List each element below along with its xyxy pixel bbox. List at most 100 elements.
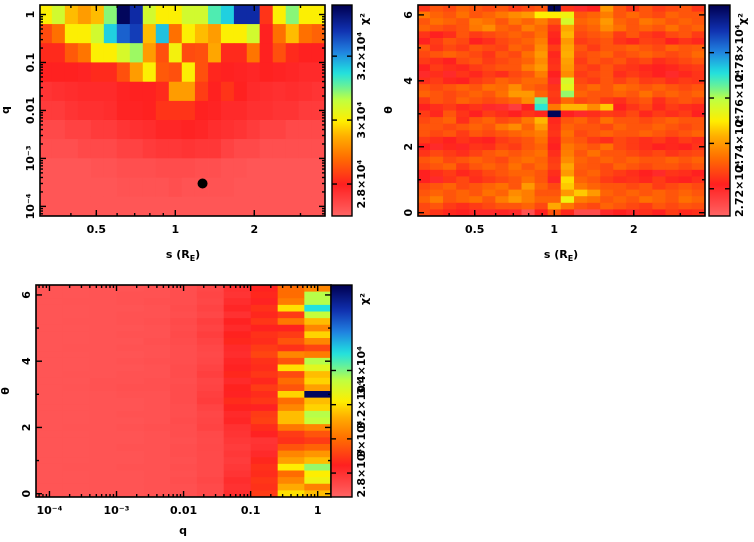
heatmap-cell: [547, 183, 562, 191]
heatmap-cell: [678, 103, 693, 111]
heatmap-cell: [482, 77, 496, 85]
heatmap-cell: [194, 139, 209, 159]
heatmap-cell: [36, 324, 64, 332]
heatmap-cell: [534, 37, 549, 45]
heatmap-cell: [36, 377, 64, 385]
heatmap-cell: [298, 62, 313, 83]
heatmap-cell: [277, 338, 305, 346]
heatmap-cell: [77, 5, 92, 25]
heatmap-cell: [196, 404, 225, 412]
heatmap-cell: [534, 156, 549, 164]
heatmap-cell: [277, 384, 305, 392]
heatmap-cell: [574, 37, 588, 45]
heatmap-cell: [170, 391, 198, 399]
heatmap-cell: [443, 123, 457, 131]
heatmap-cell: [223, 490, 252, 498]
heatmap-cell: [170, 364, 198, 372]
heatmap-cell: [560, 44, 575, 52]
heatmap-cell: [691, 24, 706, 32]
heatmap-cell: [168, 81, 183, 102]
heatmap-cell: [560, 163, 575, 171]
heatmap-cell: [196, 371, 225, 379]
heatmap-cell: [285, 196, 300, 217]
heatmap-cell: [285, 139, 300, 159]
heatmap-cell: [534, 110, 549, 118]
heatmap-cell: [456, 51, 470, 59]
heatmap-cell: [143, 384, 171, 392]
heatmap-cell: [304, 457, 332, 465]
heatmap-cell: [521, 90, 536, 98]
heatmap-cell: [116, 5, 131, 25]
heatmap-cell: [277, 463, 305, 471]
heatmap-cell: [298, 43, 313, 63]
heatmap-cell: [250, 338, 279, 346]
heatmap-cell: [691, 64, 706, 72]
heatmap-cell: [143, 357, 171, 365]
heatmap-cell: [89, 391, 118, 399]
heatmap-cell: [170, 457, 198, 465]
heatmap-cell: [560, 189, 575, 197]
heatmap-cell: [626, 163, 640, 171]
y-axis-label: q: [0, 106, 12, 114]
heatmap-cell: [469, 189, 483, 197]
heatmap-cell: [155, 43, 170, 63]
heatmap-cell: [639, 183, 653, 191]
heatmap-cell: [639, 150, 653, 158]
heatmap-cell: [587, 70, 601, 78]
heatmap-cell: [259, 5, 274, 25]
heatmap-cell: [418, 37, 431, 45]
heatmap-cell: [181, 81, 196, 102]
heatmap-cell: [196, 357, 225, 365]
heatmap-cell: [89, 424, 118, 432]
heatmap-cell: [456, 117, 470, 125]
heatmap-cell: [418, 163, 431, 171]
heatmap-cell: [639, 143, 653, 151]
heatmap-cell: [678, 84, 693, 92]
heatmap-cell: [250, 351, 279, 359]
heatmap-cell: [272, 81, 287, 102]
heatmap-cell: [285, 24, 300, 44]
heatmap-panel-3: 10⁻⁴ 10⁻³ 0.01 0.1 1 0 2 4 6 q θ 2.8×10⁴3×10⁴3.2×10…: [0, 284, 371, 537]
heatmap-cell: [220, 177, 235, 198]
heatmap-cell: [194, 5, 209, 25]
heatmap-cell: [574, 5, 588, 12]
heatmap-cell: [534, 123, 549, 131]
heatmap-cell: [89, 463, 118, 471]
heatmap-cell: [443, 18, 457, 26]
heatmap-cell: [196, 285, 225, 293]
heatmap-cell: [560, 196, 575, 204]
heatmap-cell: [613, 110, 627, 118]
heatmap-cell: [613, 117, 627, 125]
heatmap-cell: [587, 209, 601, 217]
heatmap-cell: [103, 24, 118, 44]
heatmap-cell: [547, 136, 562, 144]
heatmap-cell: [534, 70, 549, 78]
heatmap-cell: [456, 18, 470, 26]
heatmap-cell: [495, 44, 509, 52]
heatmap-cell: [259, 119, 274, 140]
heatmap-cell: [116, 318, 144, 326]
heatmap-cell: [443, 176, 457, 184]
heatmap-cell: [456, 103, 470, 111]
heatmap-cells: [418, 5, 706, 217]
heatmap-cell: [547, 117, 562, 125]
heatmap-cell: [587, 130, 601, 138]
heatmap-cell: [89, 470, 118, 478]
heatmap-cell: [443, 150, 457, 158]
heatmap-cell: [574, 24, 588, 32]
heatmap-cell: [304, 311, 332, 319]
heatmap-cell: [129, 158, 144, 179]
heatmap-cell: [639, 24, 653, 32]
heatmap-cell: [495, 156, 509, 164]
heatmap-cell: [678, 130, 693, 138]
heatmap-cell: [181, 43, 196, 63]
heatmap-cell: [600, 150, 614, 158]
heatmap-cell: [196, 470, 225, 478]
heatmap-cell: [587, 136, 601, 144]
heatmap-cell: [272, 196, 287, 217]
heatmap-cell: [116, 391, 144, 399]
heatmap-cell: [223, 424, 252, 432]
heatmap-cell: [143, 404, 171, 412]
heatmap-cell: [600, 103, 614, 111]
